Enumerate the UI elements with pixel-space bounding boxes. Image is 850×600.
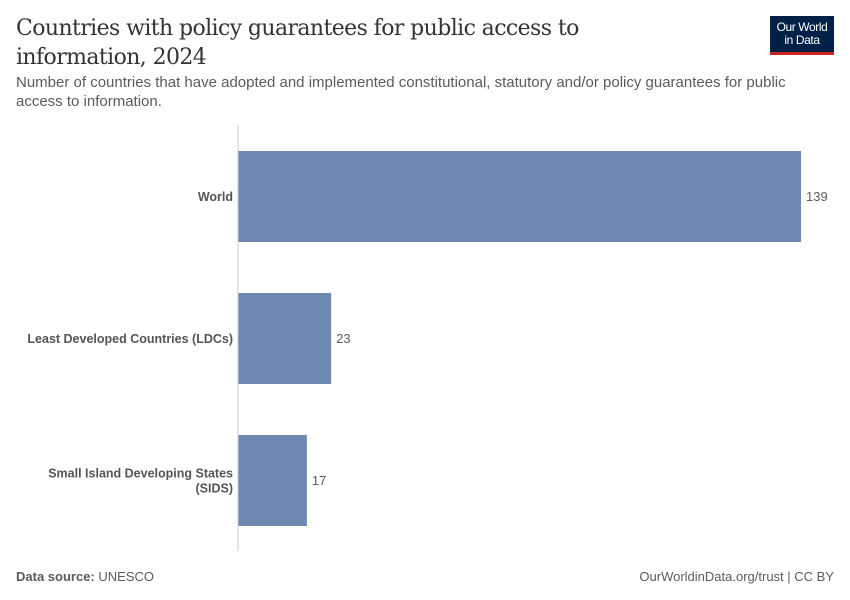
license[interactable]: OurWorldinData.org/trust | CC BY bbox=[639, 569, 834, 584]
chart-subtitle: Number of countries that have adopted an… bbox=[16, 74, 786, 110]
bar[interactable] bbox=[238, 293, 332, 384]
logo-line-2: in Data bbox=[784, 33, 820, 47]
bar[interactable] bbox=[238, 151, 801, 242]
logo-line-1: Our World bbox=[776, 20, 828, 34]
bar[interactable] bbox=[238, 435, 307, 526]
value-label: 17 bbox=[312, 473, 326, 488]
value-label: 139 bbox=[806, 189, 828, 204]
source-value[interactable]: UNESCO bbox=[98, 569, 154, 584]
source-label: Data source: bbox=[16, 569, 95, 584]
category-label: (SIDS) bbox=[196, 482, 234, 496]
data-source: Data source: UNESCO bbox=[16, 569, 154, 584]
category-label: World bbox=[198, 190, 233, 204]
value-label: 23 bbox=[336, 331, 350, 346]
category-label: Small Island Developing States bbox=[48, 467, 233, 481]
category-label: Least Developed Countries (LDCs) bbox=[27, 332, 233, 346]
owid-logo[interactable]: Our World in Data bbox=[770, 16, 834, 55]
chart-title: Countries with policy guarantees for pub… bbox=[16, 16, 579, 70]
